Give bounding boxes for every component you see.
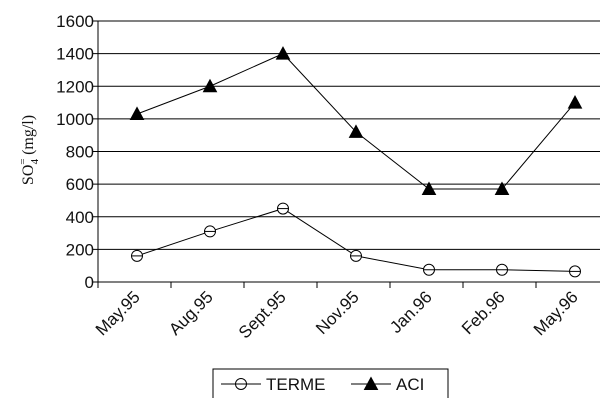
series-layer xyxy=(129,46,583,278)
y-tick-label: 800 xyxy=(66,143,94,162)
data-point-aci xyxy=(129,106,145,120)
data-point-aci xyxy=(567,95,583,109)
series-line-aci xyxy=(136,53,576,190)
series-terme xyxy=(131,202,581,278)
data-point-aci xyxy=(275,46,291,60)
x-axis-ticks: May.95 Aug.95 Sept.95 Nov.95 Jan.96 Feb.96 May… xyxy=(92,282,582,342)
data-point-aci xyxy=(421,181,437,196)
x-tick-label: May.96 xyxy=(530,287,582,339)
legend-label: ACI xyxy=(396,375,424,394)
y-tick-label: 200 xyxy=(66,240,94,259)
legend-item-terme: TERME xyxy=(221,375,326,394)
data-point-aci xyxy=(494,181,510,196)
legend: TERME ACI xyxy=(212,368,449,398)
legend-label: TERME xyxy=(266,375,326,394)
data-point-aci xyxy=(202,78,218,93)
series-line-terme xyxy=(136,208,576,272)
gridlines xyxy=(98,20,600,250)
y-tick-label: 1000 xyxy=(56,110,94,129)
y-tick-label: 1600 xyxy=(56,12,94,31)
y-axis-ticks: 0 200 400 600 800 1000 1200 1400 1600 xyxy=(56,12,98,292)
x-tick-label: Jan.96 xyxy=(386,287,436,337)
y-tick-label: 600 xyxy=(66,175,94,194)
series-aci xyxy=(129,46,583,196)
x-tick-label: Aug.95 xyxy=(165,287,217,339)
x-tick-label: Nov.95 xyxy=(312,287,363,338)
data-point-aci xyxy=(348,124,364,138)
x-tick-label: May.95 xyxy=(92,287,144,339)
x-tick-label: Sept.95 xyxy=(235,287,290,342)
legend-marker-aci xyxy=(363,376,379,390)
y-axis-label: SO=4 (mg/l) xyxy=(17,115,41,185)
y-tick-label: 1200 xyxy=(56,77,94,96)
y-tick-label: 0 xyxy=(85,273,94,292)
legend-item-aci: ACI xyxy=(351,375,424,394)
x-tick-label: Feb.96 xyxy=(458,287,509,338)
y-tick-label: 1400 xyxy=(56,45,94,64)
y-tick-label: 400 xyxy=(66,208,94,227)
